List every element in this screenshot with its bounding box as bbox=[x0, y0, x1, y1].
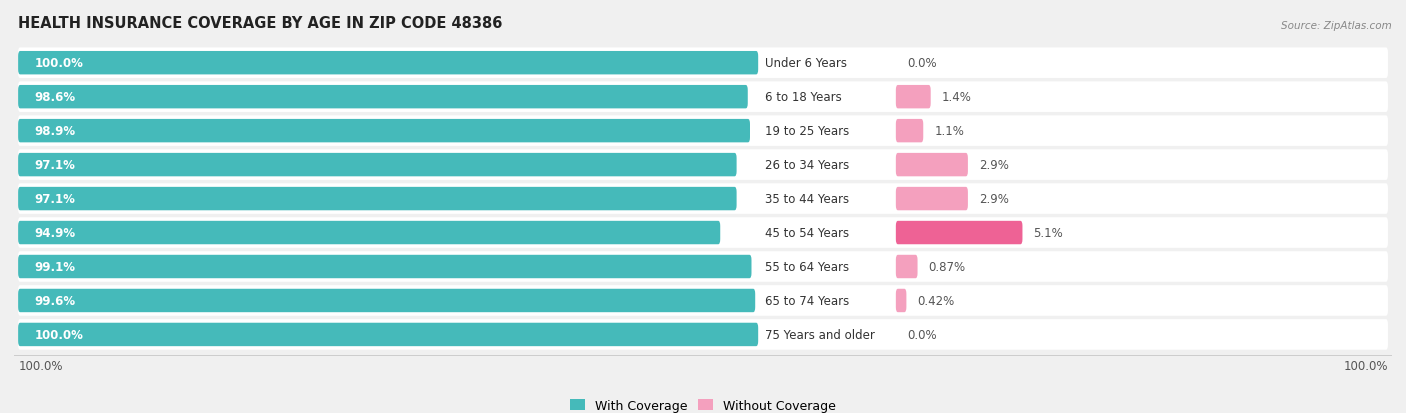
Text: 1.4%: 1.4% bbox=[942, 91, 972, 104]
Text: HEALTH INSURANCE COVERAGE BY AGE IN ZIP CODE 48386: HEALTH INSURANCE COVERAGE BY AGE IN ZIP … bbox=[18, 17, 502, 31]
Text: 100.0%: 100.0% bbox=[35, 328, 83, 341]
FancyBboxPatch shape bbox=[18, 221, 720, 244]
FancyBboxPatch shape bbox=[18, 150, 1388, 180]
FancyBboxPatch shape bbox=[896, 120, 924, 143]
FancyBboxPatch shape bbox=[18, 289, 755, 313]
FancyBboxPatch shape bbox=[18, 285, 1388, 316]
FancyBboxPatch shape bbox=[896, 255, 918, 278]
Text: 97.1%: 97.1% bbox=[35, 192, 76, 206]
Text: 0.0%: 0.0% bbox=[907, 328, 936, 341]
Text: 45 to 54 Years: 45 to 54 Years bbox=[765, 226, 849, 240]
Text: 100.0%: 100.0% bbox=[1343, 359, 1388, 372]
FancyBboxPatch shape bbox=[18, 255, 751, 278]
Text: 65 to 74 Years: 65 to 74 Years bbox=[765, 294, 849, 307]
Text: 0.87%: 0.87% bbox=[928, 260, 966, 273]
Text: 100.0%: 100.0% bbox=[35, 57, 83, 70]
FancyBboxPatch shape bbox=[18, 86, 748, 109]
FancyBboxPatch shape bbox=[896, 154, 967, 177]
Text: 98.9%: 98.9% bbox=[35, 125, 76, 138]
Text: 0.42%: 0.42% bbox=[917, 294, 955, 307]
FancyBboxPatch shape bbox=[896, 289, 907, 313]
Text: 5.1%: 5.1% bbox=[1033, 226, 1063, 240]
Text: 94.9%: 94.9% bbox=[35, 226, 76, 240]
FancyBboxPatch shape bbox=[18, 323, 758, 347]
FancyBboxPatch shape bbox=[896, 188, 967, 211]
FancyBboxPatch shape bbox=[896, 86, 931, 109]
FancyBboxPatch shape bbox=[18, 154, 737, 177]
Text: 99.6%: 99.6% bbox=[35, 294, 76, 307]
Legend: With Coverage, Without Coverage: With Coverage, Without Coverage bbox=[565, 394, 841, 413]
FancyBboxPatch shape bbox=[18, 188, 737, 211]
Text: 0.0%: 0.0% bbox=[907, 57, 936, 70]
FancyBboxPatch shape bbox=[18, 218, 1388, 248]
FancyBboxPatch shape bbox=[18, 52, 758, 75]
FancyBboxPatch shape bbox=[18, 48, 1388, 79]
FancyBboxPatch shape bbox=[896, 221, 1022, 244]
FancyBboxPatch shape bbox=[18, 116, 1388, 147]
Text: 98.6%: 98.6% bbox=[35, 91, 76, 104]
Text: 97.1%: 97.1% bbox=[35, 159, 76, 172]
Text: 2.9%: 2.9% bbox=[979, 159, 1008, 172]
Text: 75 Years and older: 75 Years and older bbox=[765, 328, 875, 341]
Text: 6 to 18 Years: 6 to 18 Years bbox=[765, 91, 842, 104]
Text: 26 to 34 Years: 26 to 34 Years bbox=[765, 159, 849, 172]
FancyBboxPatch shape bbox=[18, 319, 1388, 350]
Text: 55 to 64 Years: 55 to 64 Years bbox=[765, 260, 849, 273]
Text: 35 to 44 Years: 35 to 44 Years bbox=[765, 192, 849, 206]
FancyBboxPatch shape bbox=[18, 82, 1388, 113]
Text: Source: ZipAtlas.com: Source: ZipAtlas.com bbox=[1281, 21, 1392, 31]
Text: 2.9%: 2.9% bbox=[979, 192, 1008, 206]
Text: 99.1%: 99.1% bbox=[35, 260, 76, 273]
Text: Under 6 Years: Under 6 Years bbox=[765, 57, 846, 70]
FancyBboxPatch shape bbox=[18, 252, 1388, 282]
Text: 1.1%: 1.1% bbox=[934, 125, 965, 138]
Text: 19 to 25 Years: 19 to 25 Years bbox=[765, 125, 849, 138]
FancyBboxPatch shape bbox=[18, 184, 1388, 214]
FancyBboxPatch shape bbox=[18, 120, 749, 143]
Text: 100.0%: 100.0% bbox=[18, 359, 63, 372]
